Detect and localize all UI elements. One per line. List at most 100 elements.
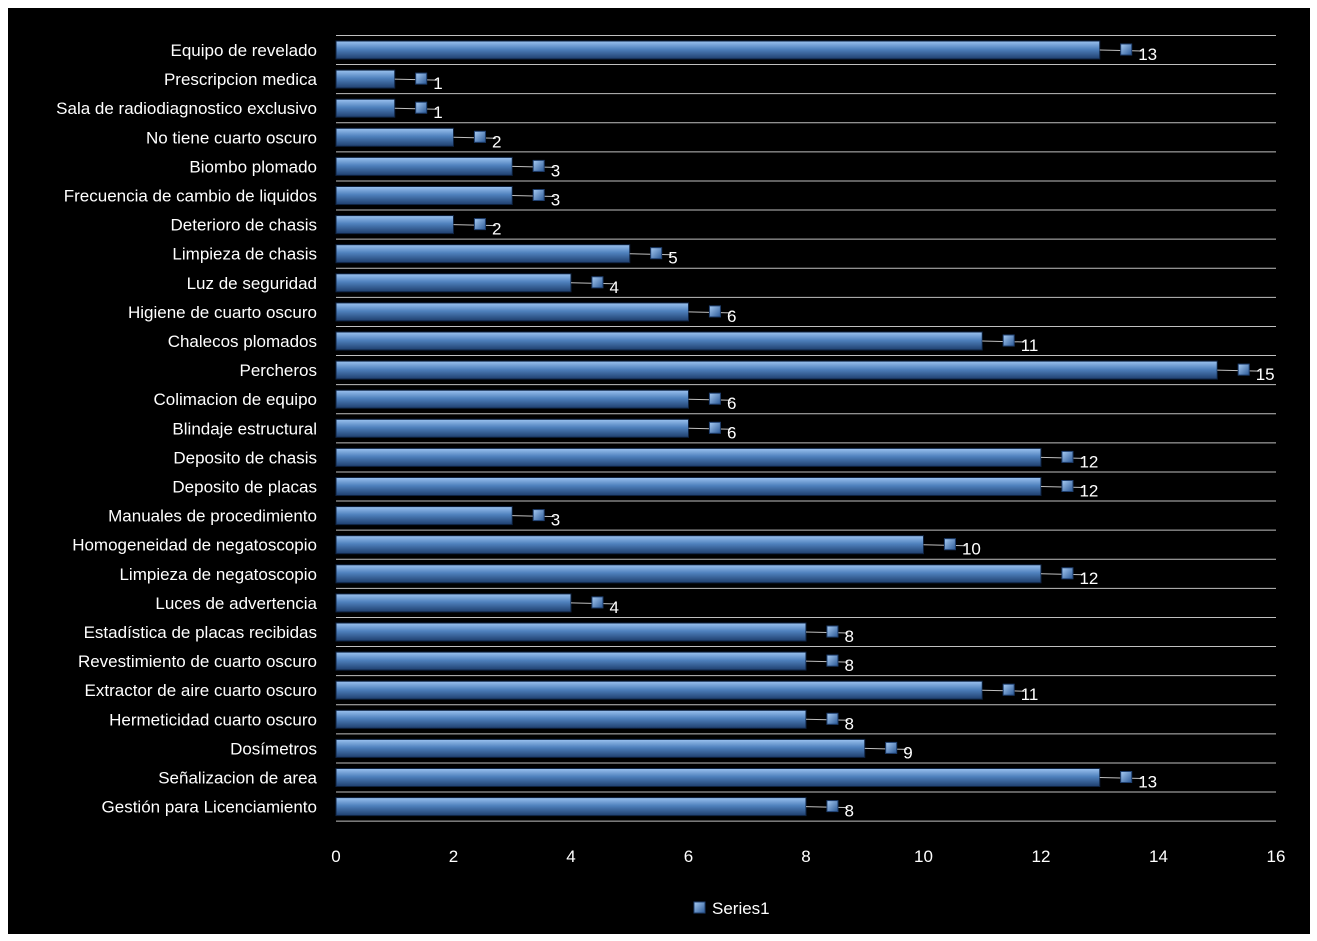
data-label: 4 bbox=[609, 278, 618, 297]
category-label: Limpieza de chasis bbox=[172, 245, 317, 264]
data-label: 12 bbox=[1079, 452, 1098, 471]
data-label: 6 bbox=[727, 307, 736, 326]
bar bbox=[335, 69, 396, 89]
x-tick-label: 16 bbox=[1267, 847, 1286, 866]
x-tick-label: 6 bbox=[684, 847, 693, 866]
category-label: Manuales de procedimiento bbox=[108, 507, 317, 526]
category-label: Señalizacion de area bbox=[158, 769, 317, 788]
data-marker bbox=[943, 538, 956, 551]
category-label: Equipo de revelado bbox=[170, 41, 317, 60]
bar bbox=[335, 651, 807, 671]
category-label: Luces de advertencia bbox=[155, 594, 317, 613]
data-marker bbox=[1120, 43, 1133, 56]
data-label: 9 bbox=[903, 743, 912, 762]
x-tick-label: 12 bbox=[1032, 847, 1051, 866]
data-label: 1 bbox=[433, 74, 442, 93]
data-marker bbox=[650, 247, 663, 260]
data-marker bbox=[415, 72, 428, 85]
x-axis-ticks: 0 2 4 6 8 10 12 14 16 bbox=[331, 847, 1285, 866]
category-label: Limpieza de negatoscopio bbox=[119, 565, 317, 584]
bar bbox=[335, 593, 572, 613]
category-label: Hermeticidad cuarto oscuro bbox=[109, 710, 317, 729]
x-tick-label: 14 bbox=[1149, 847, 1168, 866]
x-tick-label: 4 bbox=[566, 847, 575, 866]
data-marker bbox=[532, 509, 545, 522]
x-tick-label: 10 bbox=[914, 847, 933, 866]
data-marker bbox=[826, 800, 839, 813]
data-label: 12 bbox=[1079, 569, 1098, 588]
bar bbox=[335, 244, 631, 264]
data-label: 11 bbox=[1021, 336, 1039, 355]
category-label: Chalecos plomados bbox=[168, 332, 317, 351]
data-label: 6 bbox=[727, 394, 736, 413]
data-label: 2 bbox=[492, 220, 501, 239]
category-label: Luz de seguridad bbox=[187, 274, 317, 293]
category-label: Biombo plomado bbox=[189, 157, 317, 176]
category-label: Prescripcion medica bbox=[164, 70, 318, 89]
bar bbox=[335, 797, 807, 817]
bar bbox=[335, 564, 1042, 584]
category-label: Revestimiento de cuarto oscuro bbox=[78, 652, 317, 671]
data-marker bbox=[1061, 480, 1074, 492]
legend-entry: Series1 bbox=[712, 899, 770, 918]
grid-lines bbox=[336, 34, 1276, 822]
data-marker bbox=[885, 741, 898, 754]
data-label: 3 bbox=[551, 161, 560, 180]
bar bbox=[335, 709, 807, 729]
bar bbox=[335, 622, 807, 642]
data-marker bbox=[1002, 683, 1015, 696]
category-label: Deterioro de chasis bbox=[171, 216, 317, 235]
bar bbox=[335, 331, 983, 351]
data-label: 5 bbox=[668, 249, 677, 268]
category-label: Deposito de placas bbox=[172, 478, 317, 497]
data-label: 13 bbox=[1138, 773, 1157, 792]
data-label: 6 bbox=[727, 423, 736, 442]
bar bbox=[335, 535, 924, 555]
data-label: 13 bbox=[1138, 45, 1157, 64]
bar bbox=[335, 186, 513, 205]
category-label: No tiene cuarto oscuro bbox=[146, 128, 317, 147]
data-marker bbox=[708, 392, 721, 405]
data-marker bbox=[1061, 450, 1074, 463]
data-marker bbox=[826, 654, 839, 667]
category-label: Estadística de placas recibidas bbox=[84, 623, 317, 642]
bar bbox=[335, 418, 689, 438]
data-label: 15 bbox=[1256, 365, 1275, 384]
data-label: 8 bbox=[844, 627, 853, 646]
category-label: Frecuencia de cambio de liquidos bbox=[64, 187, 317, 206]
bar bbox=[335, 215, 454, 235]
data-marker bbox=[532, 189, 545, 201]
data-label: 8 bbox=[844, 714, 853, 733]
category-label: Blindaje estructural bbox=[172, 419, 317, 438]
data-marker bbox=[532, 159, 545, 172]
data-label: 3 bbox=[551, 191, 560, 210]
data-label: 3 bbox=[551, 511, 560, 530]
bar bbox=[335, 447, 1042, 467]
bar bbox=[335, 680, 983, 700]
category-label: Colimacion de equipo bbox=[154, 390, 318, 409]
bar bbox=[335, 40, 1101, 60]
data-label: 10 bbox=[962, 540, 981, 559]
category-label: Homogeneidad de negatoscopio bbox=[72, 536, 317, 555]
x-tick-label: 0 bbox=[331, 847, 340, 866]
legend: Series1 bbox=[693, 899, 770, 918]
data-marker bbox=[1061, 567, 1074, 580]
x-tick-label: 2 bbox=[449, 847, 458, 866]
legend-swatch bbox=[693, 901, 706, 914]
bar bbox=[335, 127, 454, 147]
bar bbox=[335, 302, 689, 322]
bar bbox=[335, 477, 1042, 496]
data-marker bbox=[708, 305, 721, 318]
bar bbox=[335, 98, 396, 118]
bar bbox=[335, 156, 513, 176]
data-label: 2 bbox=[492, 132, 501, 151]
category-label: Percheros bbox=[240, 361, 317, 380]
data-marker bbox=[591, 276, 604, 289]
category-label: Deposito de chasis bbox=[173, 448, 317, 467]
data-marker bbox=[473, 130, 486, 143]
data-marker bbox=[1002, 334, 1015, 347]
data-marker bbox=[1237, 363, 1250, 376]
category-label: Extractor de aire cuarto oscuro bbox=[85, 681, 317, 700]
